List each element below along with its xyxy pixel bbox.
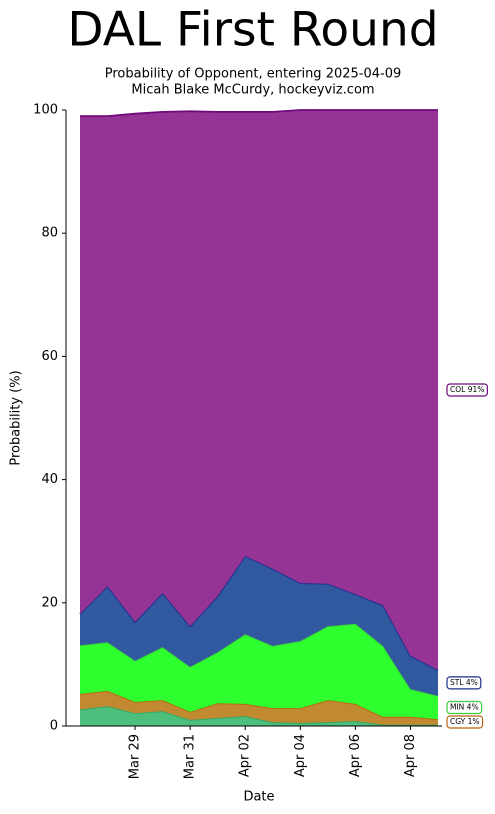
area-edge (80, 109, 438, 118)
y-tick-label: 60 (41, 349, 58, 364)
y-tick-label: 40 (41, 472, 58, 487)
x-tick-label: Apr 06 (348, 734, 363, 777)
end-label-text: MIN 4% (450, 703, 479, 712)
area-fill (80, 623, 438, 720)
end-label: STL 4% (446, 676, 482, 690)
x-tick-label: Apr 04 (293, 734, 308, 777)
y-tick-label: 100 (33, 103, 58, 118)
y-tick-label: 20 (41, 595, 58, 610)
end-label-box (446, 715, 484, 729)
end-label-text: CGY 1% (450, 717, 480, 726)
area-fill (80, 690, 438, 725)
chart-title: DAL First Round (67, 3, 438, 58)
area-fill (80, 706, 438, 726)
end-label-box (446, 700, 483, 715)
end-label: MIN 4% (446, 700, 483, 715)
x-tick-label: Mar 31 (183, 734, 198, 779)
chart-subtitle: Probability of Opponent, entering 2025-0… (105, 67, 402, 82)
area-fill (80, 110, 438, 670)
x-tick-label: Apr 02 (238, 734, 253, 777)
area-fill (80, 555, 438, 696)
x-tick-label: Apr 08 (403, 734, 418, 777)
x-tick-label: Mar 29 (128, 734, 143, 779)
end-label-box (446, 383, 488, 397)
end-label-text: STL 4% (450, 678, 478, 687)
plot-area (79, 109, 439, 726)
y-tick-label: 0 (50, 719, 58, 734)
x-axis-label: Date (243, 790, 274, 805)
end-label: CGY 1% (446, 715, 484, 729)
y-axis-label: Probability (%) (9, 370, 24, 465)
end-label-box (446, 676, 482, 690)
end-label: COL 91% (446, 383, 488, 397)
y-tick-label: 80 (41, 226, 58, 241)
area-edge (79, 554, 439, 671)
chart-subtitle: Micah Blake McCurdy, hockeyviz.com (131, 83, 374, 98)
end-label-text: COL 91% (450, 385, 484, 394)
